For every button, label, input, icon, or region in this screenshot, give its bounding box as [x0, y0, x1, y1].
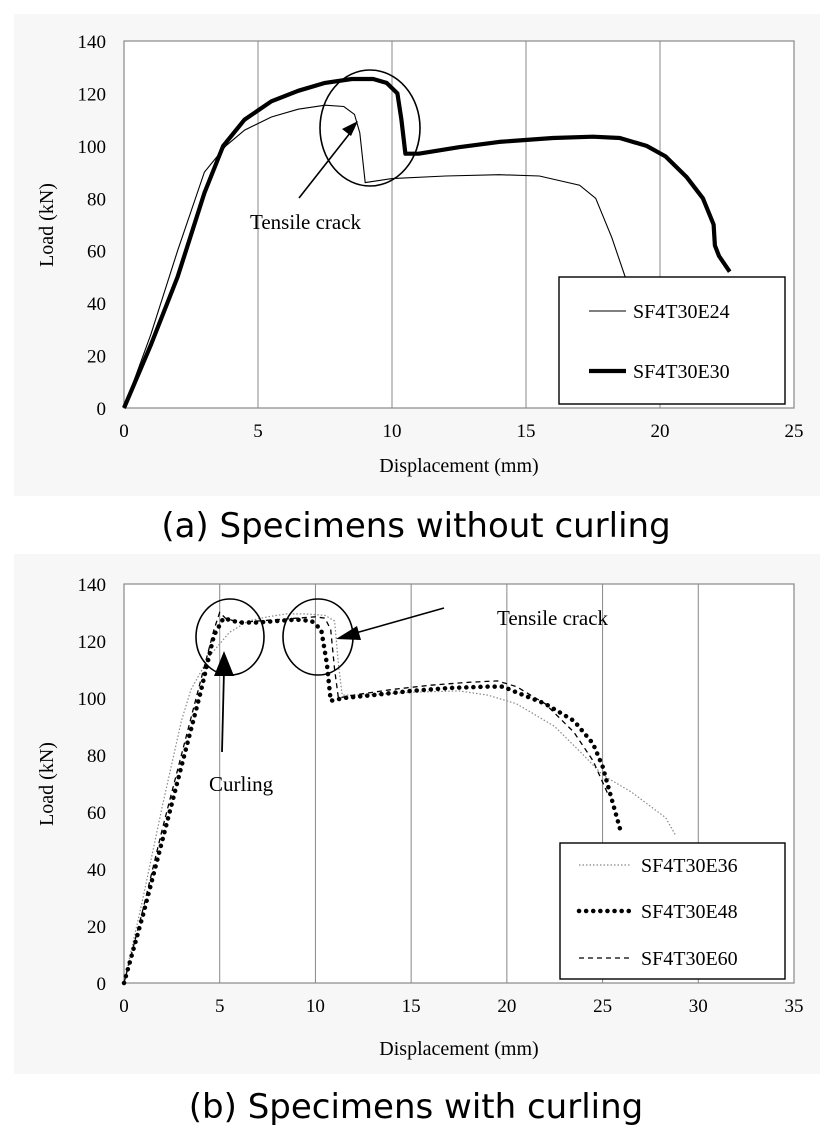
legend-label-sf4t30e48: SF4T30E48	[641, 901, 738, 923]
y-axis-label: Load (kN)	[36, 183, 58, 267]
legend-label-sf4t30e30: SF4T30E30	[633, 361, 730, 383]
x-tick-label: 25	[785, 421, 804, 442]
arrow-head	[342, 121, 358, 136]
y-tick-label: 20	[87, 347, 106, 368]
series-lines	[121, 611, 676, 986]
x-tick-label: 30	[689, 996, 708, 1017]
chart-panel-a: 0 5 10 15 20 25 0 20 40 60 80 100 120 140 Tensile cra…	[14, 14, 820, 496]
y-tick-label: 100	[78, 137, 107, 158]
chart-panel-b: 0 5 10 15 20 25 30 35 0 20 40 60 80 100 120 140 Tensile…	[14, 554, 820, 1074]
y-axis-label: Load (kN)	[36, 742, 58, 826]
x-tick-label: 20	[497, 996, 516, 1017]
axes: 0 5 10 15 20 25 0 20 40 60 80 100 120 140	[78, 32, 804, 442]
tensile-crack-circle	[319, 69, 421, 187]
x-axis-label: Displacement (mm)	[379, 455, 538, 477]
y-tick-label: 0	[97, 974, 107, 995]
annotation-label-curling: Curling	[209, 772, 274, 796]
x-tick-label: 35	[785, 996, 804, 1017]
y-tick-label: 80	[87, 746, 106, 767]
caption-b: (b) Specimens with curling	[189, 1087, 643, 1127]
x-tick-label: 0	[119, 421, 129, 442]
tensile-crack-arrow	[298, 127, 355, 199]
arrow-head	[214, 651, 234, 676]
y-tick-label: 140	[78, 32, 107, 53]
y-tick-label: 0	[97, 399, 107, 420]
y-tick-label: 20	[87, 917, 106, 938]
y-tick-label: 60	[87, 242, 106, 263]
legend: SF4T30E24 SF4T30E30	[558, 276, 786, 405]
axes: 0 5 10 15 20 25 30 35 0 20 40 60 80 100 120 140	[78, 575, 804, 1017]
y-tick-label: 40	[87, 294, 106, 315]
y-tick-label: 120	[78, 632, 107, 653]
legend-label-sf4t30e24: SF4T30E24	[633, 301, 730, 323]
legend-box	[559, 842, 786, 980]
x-tick-label: 5	[253, 421, 263, 442]
x-tick-label: 10	[383, 421, 402, 442]
arrow-head	[336, 626, 361, 640]
x-tick-label: 5	[215, 996, 225, 1017]
annotations: Tensile crack	[250, 69, 421, 234]
legend-box	[558, 276, 786, 405]
x-tick-label: 15	[402, 996, 421, 1017]
y-tick-label: 40	[87, 860, 106, 881]
legend-label-sf4t30e60: SF4T30E60	[641, 948, 738, 970]
y-tick-label: 80	[87, 189, 106, 210]
x-axis-label: Displacement (mm)	[379, 1038, 538, 1060]
x-tick-label: 15	[517, 421, 536, 442]
y-tick-label: 120	[78, 84, 107, 105]
annotations: Tensile crack Curling	[195, 598, 609, 796]
legend: SF4T30E36 SF4T30E48 SF4T30E60	[559, 842, 786, 980]
curling-arrow	[221, 669, 225, 753]
annotation-label: Tensile crack	[250, 210, 362, 234]
y-tick-label: 100	[78, 689, 107, 710]
y-tick-label: 140	[78, 575, 107, 596]
x-tick-label: 10	[306, 996, 325, 1017]
x-tick-label: 20	[651, 421, 670, 442]
series-line-sf4t30e48	[121, 615, 624, 986]
series-line-sf4t30e24	[123, 104, 632, 409]
caption-a: (a) Specimens without curling	[161, 506, 670, 546]
y-tick-label: 60	[87, 803, 106, 824]
x-tick-label: 25	[593, 996, 612, 1017]
series-line-sf4t30e30	[122, 76, 732, 409]
tensile-crack-arrow	[351, 607, 445, 635]
x-tick-label: 0	[119, 996, 129, 1017]
series-lines	[122, 76, 732, 409]
legend-label-sf4t30e36: SF4T30E36	[641, 855, 738, 877]
annotation-label-tensile-crack: Tensile crack	[497, 606, 609, 630]
